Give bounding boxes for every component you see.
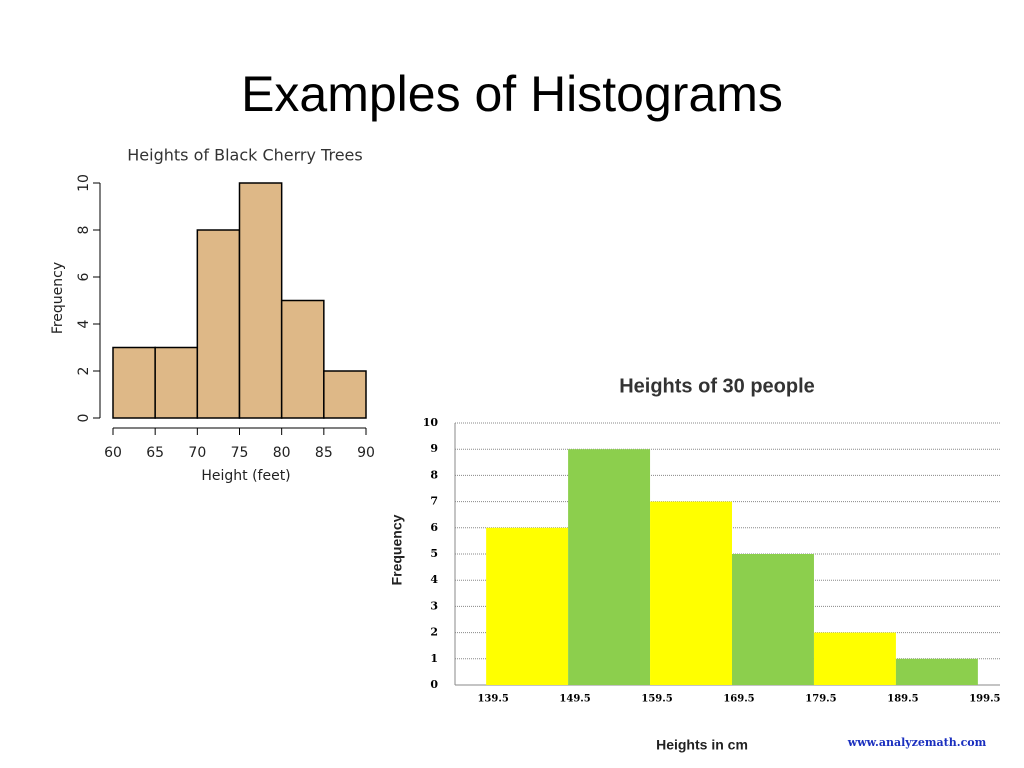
x-tick-label: 70 <box>188 445 206 461</box>
y-tick-label: 0 <box>76 414 92 423</box>
y-tick-label: 4 <box>76 319 92 328</box>
y-axis-label: Frequency <box>50 262 66 334</box>
bar <box>650 501 733 685</box>
x-tick-label: 199.5 <box>969 694 1000 705</box>
bar <box>813 632 896 685</box>
x-tick-label: 189.5 <box>887 694 918 705</box>
x-tick-label: 60 <box>104 445 122 461</box>
x-tick-label: 80 <box>273 445 291 461</box>
x-tick-label: 139.5 <box>477 694 508 705</box>
bar <box>568 449 651 685</box>
x-tick-label: 149.5 <box>559 694 590 705</box>
x-tick-label: 85 <box>315 445 333 461</box>
x-axis-label: Heights in cm <box>656 737 748 753</box>
bar <box>196 229 241 419</box>
y-tick-label: 7 <box>430 495 438 508</box>
bar <box>238 182 283 419</box>
y-tick-label: 5 <box>430 547 438 560</box>
x-tick-label: 90 <box>357 445 375 461</box>
y-tick-label: 10 <box>76 174 92 192</box>
y-tick-label: 2 <box>430 626 438 639</box>
chart-title: Heights of Black Cherry Trees <box>127 146 362 165</box>
y-tick-label: 6 <box>76 272 92 281</box>
y-tick-label: 8 <box>430 468 438 481</box>
y-tick-label: 6 <box>430 521 438 534</box>
y-tick-label: 3 <box>430 599 438 612</box>
x-tick-label: 169.5 <box>723 694 754 705</box>
x-axis-label: Height (feet) <box>201 468 290 484</box>
bar <box>154 346 199 419</box>
x-tick-label: 159.5 <box>641 694 672 705</box>
chart-title: Heights of 30 people <box>619 375 815 397</box>
annotation: www.analyzemath.com <box>847 736 987 749</box>
bar <box>112 346 156 419</box>
y-tick-label: 8 <box>76 226 92 235</box>
y-tick-label: 1 <box>430 652 438 665</box>
y-axis-label: Frequency <box>389 514 405 585</box>
y-tick-label: 10 <box>423 416 439 429</box>
y-tick-label: 2 <box>76 367 92 376</box>
bar <box>323 370 367 419</box>
bar <box>280 299 325 419</box>
bar <box>895 658 978 685</box>
slide-title: Examples of Histograms <box>241 66 783 122</box>
bar <box>486 527 569 685</box>
bar <box>732 554 814 685</box>
x-tick-label: 65 <box>146 445 164 461</box>
x-tick-label: 179.5 <box>805 694 836 705</box>
y-tick-label: 4 <box>430 573 438 586</box>
y-tick-label: 9 <box>430 442 438 455</box>
x-tick-label: 75 <box>231 445 249 461</box>
y-tick-label: 0 <box>430 678 438 691</box>
